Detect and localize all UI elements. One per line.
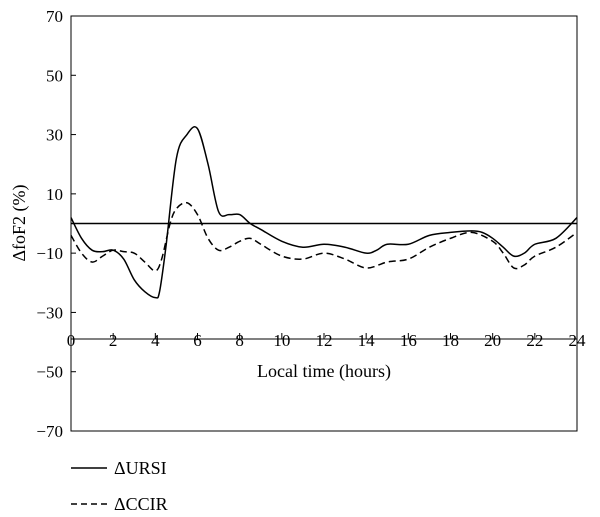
legend-label-ccir: ΔCCIR: [114, 494, 168, 514]
y-tick-label: −70: [36, 422, 63, 441]
x-tick-label: 12: [316, 331, 333, 350]
y-tick-label: −30: [36, 303, 63, 322]
y-tick-label: −10: [36, 244, 63, 263]
y-tick-label: 70: [46, 7, 63, 26]
series-line-ursi: [70, 126, 578, 299]
x-tick-label: 22: [526, 331, 543, 350]
x-tick-label: 10: [273, 331, 290, 350]
x-tick-label: 20: [484, 331, 501, 350]
y-axis-ticks: 70 50 30 10 −10 −30 −50 −70: [36, 7, 76, 441]
x-tick-label: 14: [358, 331, 376, 350]
legend-label-ursi: ΔURSI: [114, 458, 167, 478]
y-tick-label: 10: [46, 185, 63, 204]
y-tick-label: −50: [36, 363, 63, 382]
x-tick-label: 6: [193, 331, 202, 350]
x-tick-label: 4: [151, 331, 160, 350]
y-tick-label: 50: [46, 66, 63, 85]
x-tick-label: 2: [109, 331, 118, 350]
y-axis-title: ΔfoF2 (%): [9, 184, 30, 261]
x-tick-label: 8: [235, 331, 244, 350]
x-tick-label: 24: [569, 331, 587, 350]
x-axis-title: Local time (hours): [257, 361, 391, 382]
series-line-ccir: [70, 201, 578, 272]
x-tick-label: 18: [442, 331, 459, 350]
x-axis-ticks: 0 2 4 6 8 10 12 14 16 18 20 22 24: [67, 331, 586, 350]
x-tick-label: 0: [67, 331, 76, 350]
y-tick-label: 30: [46, 126, 63, 145]
x-tick-label: 16: [400, 331, 417, 350]
series-layer: [70, 126, 578, 299]
legend: ΔURSI ΔCCIR: [71, 458, 168, 514]
